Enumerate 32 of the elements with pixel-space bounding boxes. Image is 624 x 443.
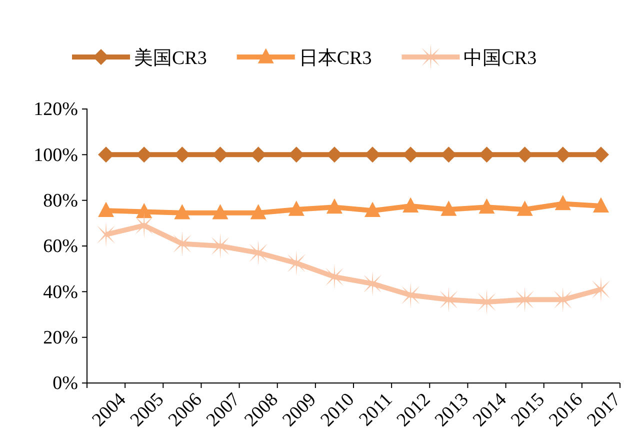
y-tick-label: 40%	[43, 282, 78, 303]
point	[249, 240, 268, 266]
point	[134, 212, 154, 238]
point	[288, 200, 304, 216]
point	[172, 230, 192, 257]
point	[174, 204, 190, 220]
point	[212, 204, 228, 220]
y-tick-label: 20%	[43, 327, 78, 348]
point	[440, 200, 457, 216]
y-tick-label: 0%	[52, 373, 78, 394]
y-tick-label: 120%	[34, 99, 78, 120]
point	[287, 250, 306, 276]
point	[478, 198, 495, 214]
point	[250, 204, 266, 220]
legend-label: 日本CR3	[298, 48, 372, 69]
legend-label: 美国CR3	[134, 47, 207, 69]
point	[554, 194, 571, 210]
y-tick-label: 80%	[43, 190, 78, 212]
point	[402, 197, 419, 212]
point	[516, 200, 533, 216]
point	[136, 202, 152, 218]
point	[516, 286, 534, 313]
y-tick-label: 60%	[43, 236, 78, 258]
point	[554, 286, 572, 313]
point	[98, 202, 114, 218]
legend-label: 中国CR3	[464, 48, 537, 69]
point	[326, 198, 342, 214]
y-tick-label: 100%	[34, 144, 78, 166]
point	[439, 286, 458, 313]
point	[364, 202, 381, 218]
point	[592, 197, 609, 212]
point	[211, 233, 230, 259]
